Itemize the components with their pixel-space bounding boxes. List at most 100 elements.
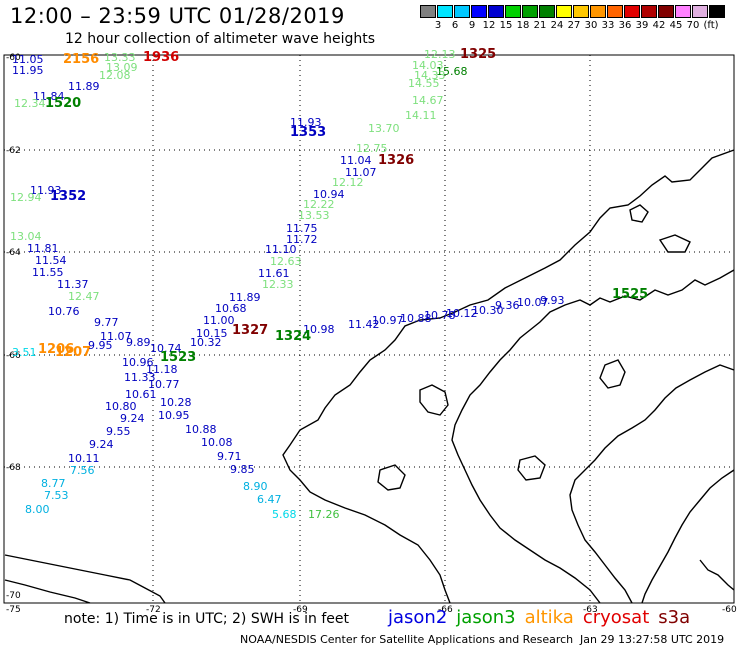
- wave-height-label: 5.68: [272, 508, 297, 521]
- lon-label: -60: [722, 605, 737, 615]
- wave-height-label: 6.47: [257, 493, 282, 506]
- wave-height-label: 12.08: [99, 69, 131, 82]
- scale-swatch: [556, 5, 572, 18]
- legend-cryosat: cryosat: [582, 607, 650, 628]
- scale-swatch: [641, 5, 657, 18]
- wave-height-label: 12.47: [68, 290, 100, 303]
- wave-height-label: 10.97: [372, 314, 404, 327]
- wave-height-label: 11.18: [146, 363, 178, 376]
- wave-height-label: 13.33: [104, 51, 136, 64]
- scale-swatch: [437, 5, 453, 18]
- observation-time-label: 1207: [55, 345, 91, 360]
- wave-height-label: 9.24: [89, 438, 114, 451]
- lon-label: -69: [293, 605, 308, 615]
- wave-height-label: 17.26: [308, 508, 340, 521]
- scale-swatch: [675, 5, 691, 18]
- lon-label: -66: [438, 605, 453, 615]
- wave-height-label: 9.77: [94, 316, 119, 329]
- wave-height-label: 15.68: [436, 65, 468, 78]
- observation-time-label: 1324: [275, 329, 311, 344]
- longitude-labels: -75 -72 -69 -66 -63 -60: [6, 605, 737, 615]
- scale-label: 21: [533, 20, 547, 31]
- wave-height-label: 11.33: [124, 371, 156, 384]
- wave-height-label: 13.09: [106, 61, 138, 74]
- legend-jason3: jason3: [456, 607, 516, 628]
- scale-swatch: [658, 5, 674, 18]
- wave-height-label: 9.85: [230, 463, 255, 476]
- legend-jason2: jason2: [388, 607, 448, 628]
- scale-label: 6: [451, 20, 459, 31]
- wave-height-label: 11.93: [290, 116, 322, 129]
- wave-height-label: 10.28: [160, 396, 192, 409]
- wave-height-label: 11.00: [203, 314, 235, 327]
- scale-label: 3: [434, 20, 442, 31]
- scale-unit: (ft): [703, 20, 719, 31]
- wave-height-label: 3.51: [12, 346, 37, 359]
- observation-time-label: 1523: [160, 350, 196, 365]
- scale-swatch: [522, 5, 538, 18]
- scale-swatch: [420, 5, 436, 18]
- scale-label: 70: [686, 20, 700, 31]
- wave-height-label: 9.24: [120, 412, 145, 425]
- graticule: [4, 55, 734, 603]
- credit-line: NOAA/NESDIS Center for Satellite Applica…: [240, 633, 574, 646]
- wave-height-label: 11.72: [286, 233, 318, 246]
- scale-swatch: [539, 5, 555, 18]
- scale-label: 15: [499, 20, 513, 31]
- wave-height-label: 11.07: [100, 330, 132, 343]
- wave-height-label: 14.67: [412, 94, 444, 107]
- wave-height-label: 10.98: [303, 323, 335, 336]
- scale-label: 42: [652, 20, 666, 31]
- wave-height-label: 11.05: [12, 53, 44, 66]
- lat-label: -68: [6, 463, 21, 473]
- wave-height-label: 10.15: [196, 327, 228, 340]
- wave-height-label: 10.88: [400, 312, 432, 325]
- wave-height-label: 10.07: [517, 296, 549, 309]
- wave-height-label: 10.11: [68, 452, 100, 465]
- wave-height-label: 8.00: [25, 503, 50, 516]
- wave-height-label: 12.34: [14, 97, 46, 110]
- wave-height-label: 11.07: [345, 166, 377, 179]
- generated-timestamp: Jan 29 13:27:58 UTC 2019: [580, 633, 725, 646]
- wave-height-label: 11.95: [12, 64, 44, 77]
- observation-time-label: 1353: [290, 125, 326, 140]
- scale-swatch: [471, 5, 487, 18]
- scale-label: 12: [482, 20, 496, 31]
- wave-height-label: 9.36: [495, 299, 520, 312]
- wave-height-label: 11.42: [348, 318, 380, 331]
- wave-height-label: 11.81: [27, 242, 59, 255]
- observation-time-label: 1525: [612, 287, 648, 302]
- lat-label: -70: [6, 591, 21, 601]
- observation-time-label: 1326: [378, 153, 414, 168]
- wave-height-label: 9.71: [217, 450, 242, 463]
- wave-height-label: 10.73: [0, 0, 32, 3]
- wave-height-label: 11.84: [33, 90, 65, 103]
- wave-height-label: 12.12: [332, 176, 364, 189]
- wave-height-label: 11.93: [30, 184, 62, 197]
- map-title: 12:00 – 23:59 UTC 01/28/2019: [10, 4, 345, 28]
- wave-height-label: 12.33: [262, 278, 294, 291]
- observation-time-label: 1206: [38, 342, 74, 357]
- wave-height-label: 9.72: [0, 0, 25, 3]
- wave-height-label: 12.75: [356, 142, 388, 155]
- observation-time-label: 1520: [45, 96, 81, 111]
- wave-height-label: 13.53: [298, 209, 330, 222]
- satellite-legend: jason2 jason3 altika cryosat s3a: [388, 607, 699, 628]
- wave-height-label: 11.54: [35, 254, 67, 267]
- observation-time-label: 1325: [460, 47, 496, 62]
- scale-label: 39: [635, 20, 649, 31]
- legend-altika: altika: [524, 607, 574, 628]
- lon-label: -72: [146, 605, 161, 615]
- coastline: [4, 149, 735, 604]
- scale-label: 27: [567, 20, 581, 31]
- wave-height-label: 10.12: [446, 307, 478, 320]
- wave-height-label: 11.89: [68, 80, 100, 93]
- wave-height-label: 12.13: [424, 48, 456, 61]
- wave-height-label: 9.55: [106, 425, 131, 438]
- map-frame: [3, 54, 735, 604]
- wave-height-label: 9.89: [126, 336, 151, 349]
- observation-time-label: 1352: [50, 189, 86, 204]
- wave-height-label: 12.94: [10, 191, 42, 204]
- wave-height-label: 11.89: [229, 291, 261, 304]
- scale-swatch: [488, 5, 504, 18]
